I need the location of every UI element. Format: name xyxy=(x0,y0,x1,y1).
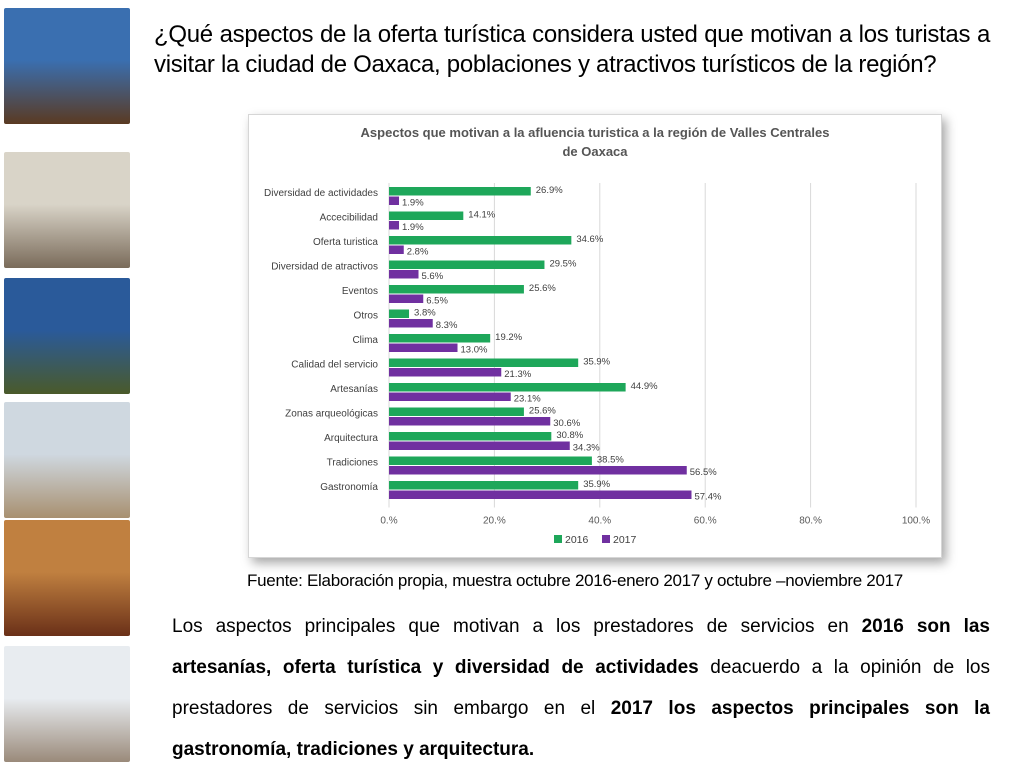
data-label-2016: 38.5% xyxy=(597,455,624,466)
category-label: Gastronomía xyxy=(320,482,378,493)
bar-2016 xyxy=(389,309,410,318)
category-label: Diversidad de actividades xyxy=(264,188,378,199)
slide-title: ¿Qué aspectos de la oferta turística con… xyxy=(154,21,990,78)
data-label-2016: 29.5% xyxy=(549,259,576,270)
data-label-2016: 35.9% xyxy=(583,479,610,490)
data-label-2016: 19.2% xyxy=(495,332,522,343)
bar-chart: Aspectos que motivan a la afluencia turi… xyxy=(264,125,930,546)
data-label-2017: 21.3% xyxy=(504,369,531,380)
bar-2017 xyxy=(389,245,404,254)
body-bold-2016: 2016 son las artesanías, oferta turístic… xyxy=(172,616,990,678)
data-label-2016: 25.6% xyxy=(529,406,556,417)
category-label: Eventos xyxy=(342,286,378,297)
photo-cathedral-terrace xyxy=(4,8,130,124)
data-label-2017: 5.6% xyxy=(422,271,444,282)
bar-2017 xyxy=(389,466,687,475)
bar-2017 xyxy=(389,441,570,450)
data-label-2016: 44.9% xyxy=(631,381,658,392)
category-label: Artesanías xyxy=(330,384,378,395)
bar-2017 xyxy=(389,221,400,230)
photo-street-crowd xyxy=(4,152,130,268)
bar-2017 xyxy=(389,368,502,377)
chart-container: Aspectos que motivan a la afluencia turi… xyxy=(248,114,942,558)
chart-title-line: Aspectos que motivan a la afluencia turi… xyxy=(361,125,830,140)
data-label-2017: 30.6% xyxy=(553,418,580,429)
data-label-2017: 1.9% xyxy=(402,198,424,209)
photo-pedestrians xyxy=(4,646,130,762)
bar-2016 xyxy=(389,285,524,294)
data-label-2017: 2.8% xyxy=(407,247,429,258)
body-text-2: deacuerdo a la opinión de los prestadore… xyxy=(172,657,990,719)
category-label: Diversidad de atractivos xyxy=(271,262,378,273)
bar-2017 xyxy=(389,294,424,303)
data-label-2017: 13.0% xyxy=(461,345,488,356)
bar-2016 xyxy=(389,481,579,490)
data-label-2017: 8.3% xyxy=(436,320,458,331)
photo-hotel-room xyxy=(4,520,130,636)
x-tick-label: 80.% xyxy=(799,516,822,527)
category-label: Zonas arqueológicas xyxy=(285,409,378,420)
bar-2017 xyxy=(389,343,458,352)
photo-santo-domingo xyxy=(4,402,130,518)
bar-2017 xyxy=(389,319,433,328)
data-label-2016: 14.1% xyxy=(468,210,495,221)
body-bold-2017: 2017 los aspectos principales son la gas… xyxy=(172,698,990,760)
bar-2016 xyxy=(389,456,592,465)
data-label-2016: 25.6% xyxy=(529,283,556,294)
data-label-2016: 34.6% xyxy=(576,234,603,245)
x-tick-label: 20.% xyxy=(483,516,506,527)
photo-garden-night xyxy=(4,278,130,394)
bar-2016 xyxy=(389,260,545,269)
bar-2017 xyxy=(389,417,551,426)
data-label-2016: 30.8% xyxy=(556,430,583,441)
category-label: Clima xyxy=(352,335,378,346)
bar-2017 xyxy=(389,196,400,205)
data-label-2017: 6.5% xyxy=(426,296,448,307)
bar-2016 xyxy=(389,211,464,220)
legend-label-2017: 2017 xyxy=(613,534,637,546)
bar-2016 xyxy=(389,432,552,441)
body-text-1: Los aspectos principales que motivan a l… xyxy=(172,616,862,637)
data-label-2017: 57.4% xyxy=(694,492,721,503)
bar-2016 xyxy=(389,358,579,367)
category-label: Calidad del servicio xyxy=(291,360,378,371)
bar-2017 xyxy=(389,392,511,401)
bar-2017 xyxy=(389,490,692,499)
data-label-2017: 34.3% xyxy=(573,443,600,454)
data-label-2017: 23.1% xyxy=(514,394,541,405)
x-tick-label: 60.% xyxy=(694,516,717,527)
x-tick-label: 40.% xyxy=(588,516,611,527)
bar-2017 xyxy=(389,270,419,279)
body-paragraph: Los aspectos principales que motivan a l… xyxy=(172,606,990,770)
legend-swatch-2017 xyxy=(602,535,610,543)
category-label: Oferta turistica xyxy=(313,237,378,248)
data-label-2016: 3.8% xyxy=(414,308,436,319)
category-label: Otros xyxy=(354,311,378,322)
legend-label-2016: 2016 xyxy=(565,534,589,546)
legend-swatch-2016 xyxy=(554,535,562,543)
bar-2016 xyxy=(389,383,626,392)
chart-title-line: de Oaxaca xyxy=(562,144,628,159)
category-label: Arquitectura xyxy=(324,433,378,444)
bar-2016 xyxy=(389,187,531,196)
x-tick-label: 0.% xyxy=(380,516,397,527)
bar-2016 xyxy=(389,334,491,343)
data-label-2017: 56.5% xyxy=(690,467,717,478)
bar-2016 xyxy=(389,407,524,416)
category-label: Tradiciones xyxy=(327,458,378,469)
data-label-2016: 35.9% xyxy=(583,357,610,368)
source-note: Fuente: Elaboración propia, muestra octu… xyxy=(247,571,903,590)
bar-2016 xyxy=(389,236,572,245)
category-label: Accecibilidad xyxy=(320,213,378,224)
data-label-2017: 1.9% xyxy=(402,222,424,233)
data-label-2016: 26.9% xyxy=(536,185,563,196)
x-tick-label: 100.% xyxy=(902,516,930,527)
